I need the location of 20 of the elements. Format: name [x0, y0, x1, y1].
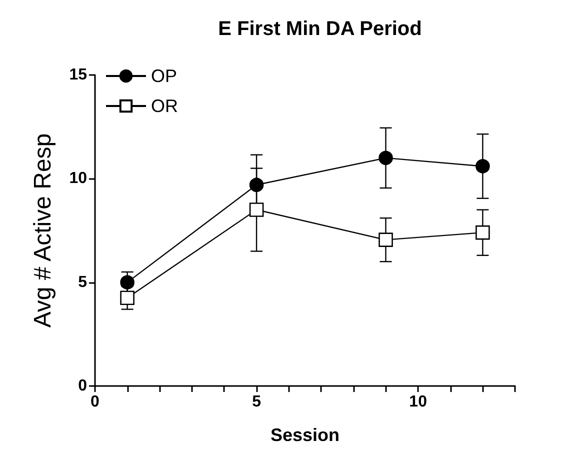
point [249, 202, 264, 217]
legend-label: OR [151, 96, 178, 116]
x-tick-label: 0 [90, 394, 100, 410]
point [476, 225, 490, 240]
point [378, 150, 393, 166]
y-tick-label: 15 [69, 66, 88, 84]
x-axis-title: Session [270, 425, 340, 445]
point [378, 232, 393, 247]
chart-title: E First Min DA Period [218, 18, 422, 40]
y-tick-label: 10 [69, 170, 88, 188]
legend-label: OP [151, 66, 178, 86]
point [249, 178, 264, 192]
point [476, 159, 490, 174]
y-tick-label: 5 [78, 274, 88, 291]
point [120, 290, 134, 306]
y-tick-label: 0 [78, 378, 88, 394]
point [120, 275, 134, 290]
x-tick-label: 5 [252, 394, 262, 410]
x-tick-label: 10 [409, 394, 428, 410]
y-axis-title: Avg # Active Resp [30, 133, 56, 328]
